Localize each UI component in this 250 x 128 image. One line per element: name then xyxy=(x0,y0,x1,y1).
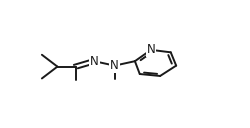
Text: N: N xyxy=(90,55,98,68)
Text: N: N xyxy=(110,59,119,72)
Text: N: N xyxy=(146,43,155,56)
